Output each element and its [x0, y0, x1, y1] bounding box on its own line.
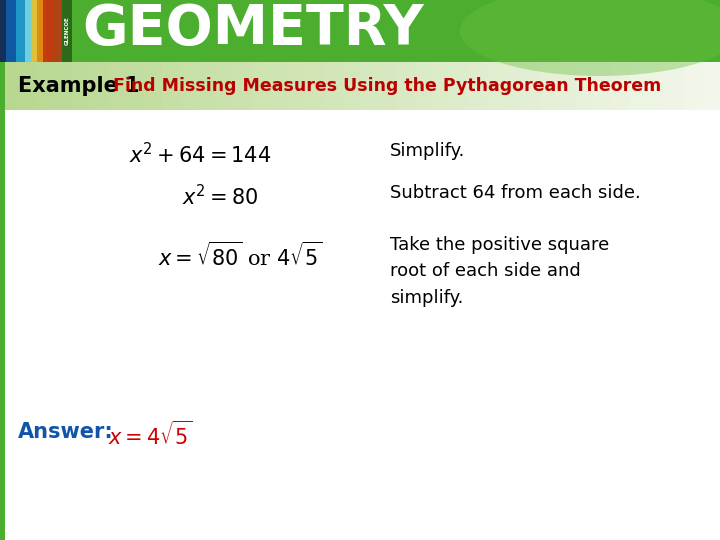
Bar [288, 62, 307, 110]
Bar [306, 62, 325, 110]
Ellipse shape [460, 0, 720, 76]
Bar [666, 62, 685, 110]
Bar [252, 62, 271, 110]
Bar [37, 0, 53, 62]
Text: Subtract 64 from each side.: Subtract 64 from each side. [390, 184, 641, 202]
Bar [468, 62, 487, 110]
Bar [612, 62, 631, 110]
Bar [324, 62, 343, 110]
Bar [432, 62, 451, 110]
Bar [360, 62, 379, 110]
Bar [504, 62, 523, 110]
Bar [342, 62, 361, 110]
Bar [16, 0, 34, 62]
Bar [0, 110, 5, 540]
Bar [630, 62, 649, 110]
Bar [43, 0, 62, 62]
Bar [396, 62, 415, 110]
Bar [234, 62, 253, 110]
Bar [31, 0, 47, 62]
Text: $x^2 + 64 = 144$: $x^2 + 64 = 144$ [129, 142, 271, 167]
Bar [162, 62, 181, 110]
Bar [684, 62, 703, 110]
Bar [378, 62, 397, 110]
Bar [702, 62, 720, 110]
Text: Find Missing Measures Using the Pythagorean Theorem: Find Missing Measures Using the Pythagor… [113, 77, 661, 95]
Text: Answer:: Answer: [18, 422, 114, 442]
Bar [90, 62, 109, 110]
Bar [0, 0, 16, 62]
Bar [594, 62, 613, 110]
Text: GEOMETRY: GEOMETRY [82, 2, 423, 56]
Bar [216, 62, 235, 110]
Bar [144, 62, 163, 110]
Bar [62, 0, 72, 62]
Bar [18, 62, 37, 110]
Bar [0, 62, 19, 110]
Bar [0, 0, 720, 62]
Bar [126, 62, 145, 110]
Bar [486, 62, 505, 110]
Bar [54, 62, 73, 110]
Bar [198, 62, 217, 110]
Bar [522, 62, 541, 110]
Bar [576, 62, 595, 110]
Bar [36, 62, 55, 110]
Text: Simplify.: Simplify. [390, 142, 465, 160]
Bar [6, 0, 24, 62]
Bar [558, 62, 577, 110]
Bar [648, 62, 667, 110]
Bar [108, 62, 127, 110]
Bar [24, 0, 40, 62]
Text: $x = \sqrt{80}$ or $4\sqrt{5}$: $x = \sqrt{80}$ or $4\sqrt{5}$ [158, 242, 323, 271]
Text: $x = 4\sqrt{5}$: $x = 4\sqrt{5}$ [108, 421, 193, 449]
Bar [72, 62, 91, 110]
Text: $x^2 = 80$: $x^2 = 80$ [181, 184, 258, 209]
Bar [270, 62, 289, 110]
Bar [0, 110, 720, 540]
Text: GLENCOE: GLENCOE [65, 17, 70, 45]
Bar [0, 62, 5, 110]
Bar [180, 62, 199, 110]
Text: Example 1: Example 1 [18, 76, 140, 96]
Bar [414, 62, 433, 110]
Bar [540, 62, 559, 110]
Bar [450, 62, 469, 110]
Text: Take the positive square
root of each side and
simplify.: Take the positive square root of each si… [390, 236, 609, 307]
